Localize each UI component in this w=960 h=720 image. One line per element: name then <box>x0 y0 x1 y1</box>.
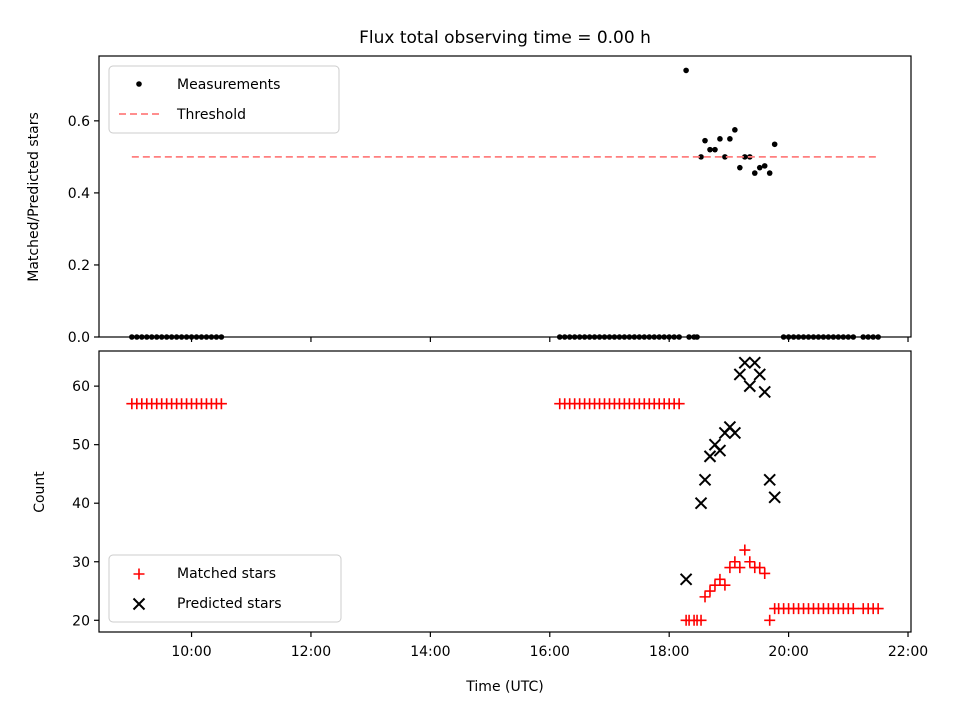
y-tick-label: 0.2 <box>68 258 90 274</box>
predicted-star-point <box>768 491 781 504</box>
matched-star-point <box>709 579 721 591</box>
matched-star-point <box>764 614 776 626</box>
y-tick-label: 30 <box>72 555 90 571</box>
predicted-star-point <box>743 379 757 393</box>
predicted-star-point <box>763 473 776 486</box>
x-tick-label: 10:00 <box>171 644 211 660</box>
matched-star-point <box>744 556 756 568</box>
x-axis-label: Time (UTC) <box>465 679 543 695</box>
predicted-star-point <box>733 368 747 381</box>
measurement-point <box>702 137 708 144</box>
measurement-point <box>751 170 758 176</box>
top-y-axis-label: Matched/Predicted stars <box>26 112 42 282</box>
legend-threshold-label: Threshold <box>176 107 246 123</box>
matched-star-point <box>754 562 766 574</box>
matched-star-point <box>759 567 771 579</box>
x-tick-label: 22:00 <box>888 644 928 660</box>
legend-matched-stars-label: Matched stars <box>177 566 276 582</box>
y-tick-label: 0.0 <box>68 330 90 346</box>
top-legend: Measurements Threshold <box>108 65 340 134</box>
measurement-point <box>742 154 748 160</box>
measurement-point <box>722 154 728 160</box>
y-tick-label: 60 <box>72 379 90 395</box>
bottom-legend: Matched stars Predicted stars <box>108 554 342 623</box>
measurement-point <box>717 136 723 142</box>
measurement-point <box>683 67 689 74</box>
legend-measurements-marker <box>136 81 142 87</box>
x-tick-label: 12:00 <box>291 644 331 660</box>
matched-star-point <box>729 556 741 568</box>
legend-matched-stars-marker <box>133 568 145 580</box>
y-tick-label: 40 <box>72 496 90 512</box>
y-tick-label: 50 <box>72 438 90 454</box>
measurement-point <box>698 154 704 160</box>
x-tick-label: 14:00 <box>410 644 450 660</box>
legend-predicted-stars-marker <box>132 597 146 611</box>
predicted-star-point <box>713 444 727 457</box>
predicted-star-point <box>758 385 771 399</box>
matched-star-point <box>847 603 859 615</box>
matched-star-point <box>724 562 736 574</box>
predicted-star-point <box>694 497 708 510</box>
matched-star-point <box>872 603 884 615</box>
predicted-star-point <box>703 450 717 463</box>
bottom-y-axis-label: Count <box>32 471 48 513</box>
predicted-star-point <box>679 573 693 586</box>
matched-star-point <box>215 398 227 410</box>
matched-star-point <box>699 591 711 603</box>
matched-star-point <box>714 573 726 585</box>
x-tick-label: 16:00 <box>530 644 570 660</box>
y-tick-label: 0.6 <box>68 114 90 130</box>
bottom-legend-box <box>108 554 342 623</box>
bottom-y-ticks: 20 30 40 50 60 <box>72 379 99 629</box>
bottom-plot-frame <box>98 350 912 633</box>
top-y-ticks: 0.0 0.2 0.4 0.6 <box>68 114 99 346</box>
predicted-star-point <box>748 356 761 369</box>
top-x-ticks <box>190 337 909 342</box>
measurement-point <box>766 170 773 176</box>
top-marks <box>129 67 881 340</box>
measurement-point <box>727 136 733 142</box>
matched-star-point <box>673 398 685 410</box>
measurement-point <box>707 146 713 153</box>
bottom-x-ticks: 10:00 12:00 14:00 16:00 18:00 20:00 22:00 <box>171 632 928 660</box>
top-legend-box <box>108 65 340 134</box>
matched-star-point <box>704 585 716 597</box>
measurement-point <box>771 141 778 148</box>
measurement-point <box>756 164 763 171</box>
y-tick-label: 20 <box>72 613 90 629</box>
chart-title: Flux total observing time = 0.00 h <box>359 28 651 48</box>
y-tick-label: 0.4 <box>68 186 90 202</box>
legend-predicted-stars-label: Predicted stars <box>177 596 282 612</box>
x-tick-label: 18:00 <box>649 644 689 660</box>
top-panel: 0.0 0.2 0.4 0.6 Matched/Predicted stars Mea… <box>26 55 912 346</box>
measurement-point <box>712 146 718 153</box>
matched-star-point <box>695 614 707 626</box>
measurement-point <box>761 163 768 169</box>
matched-star-point <box>719 579 731 591</box>
legend-measurements-label: Measurements <box>177 77 280 93</box>
measurement-point <box>732 127 738 133</box>
x-tick-label: 20:00 <box>768 644 808 660</box>
top-plot-frame <box>98 55 912 338</box>
matched-star-point <box>734 562 746 574</box>
predicted-star-point <box>728 426 742 440</box>
predicted-star-point <box>753 368 766 381</box>
matched-star-point <box>739 544 751 556</box>
bottom-marks <box>126 356 884 626</box>
predicted-star-point <box>738 356 752 369</box>
measurement-point <box>737 164 743 171</box>
predicted-star-point <box>698 473 712 486</box>
bottom-panel: 20 30 40 50 60 10:00 12:00 14:00 16:00 18:00 20:0… <box>32 350 928 695</box>
